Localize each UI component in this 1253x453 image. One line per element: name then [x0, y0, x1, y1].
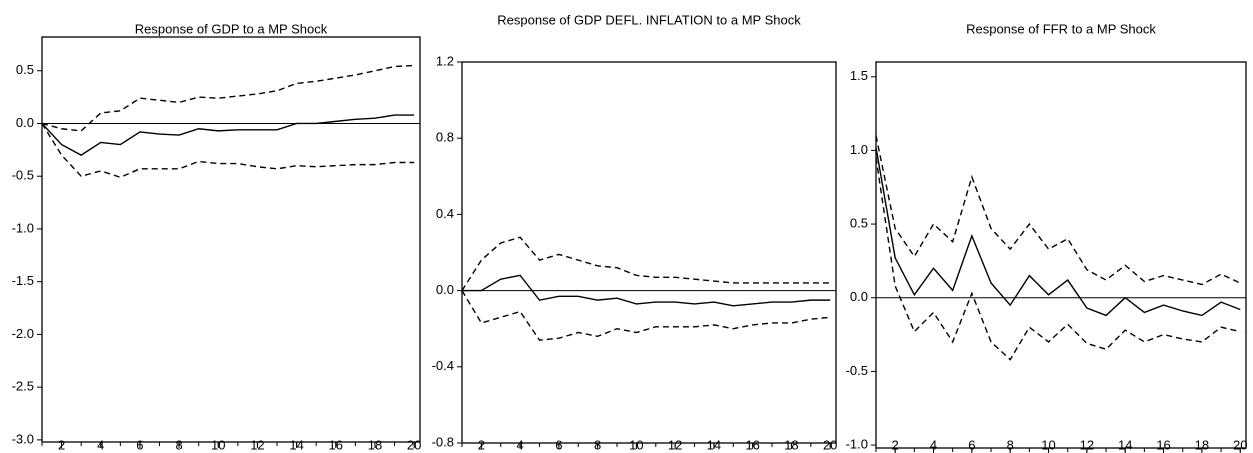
- x-tick-label: 2: [478, 437, 485, 452]
- y-tick-label: 0.0: [436, 282, 454, 297]
- x-tick-label: 8: [175, 437, 182, 452]
- x-tick-label: 2: [58, 437, 65, 452]
- x-tick-label: 10: [211, 437, 225, 452]
- x-tick-label: 16: [329, 437, 343, 452]
- y-tick-label: -1.0: [846, 436, 868, 451]
- x-tick-label: 12: [1080, 437, 1094, 452]
- y-tick-label: -2.5: [12, 379, 34, 394]
- band-line: [461, 290, 831, 341]
- y-tick-label: 0.0: [16, 115, 34, 130]
- y-tick-label: 1.5: [850, 68, 868, 83]
- x-tick-label: 14: [289, 437, 303, 452]
- x-tick-label: 16: [745, 437, 759, 452]
- x-tick-label: 6: [555, 437, 562, 452]
- x-tick-label: 18: [368, 437, 382, 452]
- y-tick-label: -0.4: [432, 358, 454, 373]
- x-tick-label: 8: [1007, 437, 1014, 452]
- y-tick-label: 0.8: [436, 130, 454, 145]
- x-tick-label: 4: [517, 437, 524, 452]
- x-tick-label: 6: [136, 437, 143, 452]
- x-tick-label: 16: [1156, 437, 1170, 452]
- x-tick-label: 20: [407, 437, 421, 452]
- y-tick-label: 1.2: [436, 53, 454, 68]
- x-tick-label: 20: [823, 437, 837, 452]
- response-line: [875, 147, 1241, 317]
- y-tick-label: 0.5: [16, 62, 34, 77]
- band-line: [875, 135, 1241, 286]
- chart-title: Response of FFR to a MP Shock: [966, 21, 1156, 36]
- y-tick-label: -0.5: [12, 168, 34, 183]
- chart-title: Response of GDP to a MP Shock: [135, 21, 328, 36]
- y-tick-label: -1.0: [12, 220, 34, 235]
- band-line: [41, 64, 415, 132]
- x-tick-label: 14: [707, 437, 721, 452]
- y-tick-label: -3.0: [12, 431, 34, 446]
- x-tick-label: 2: [892, 437, 899, 452]
- y-tick-label: -1.5: [12, 273, 34, 288]
- band-line: [41, 123, 415, 179]
- y-tick-label: -2.0: [12, 326, 34, 341]
- x-tick-label: 10: [629, 437, 643, 452]
- chart-title: Response of GDP DEFL. INFLATION to a MP …: [497, 12, 801, 27]
- x-tick-label: 20: [1233, 437, 1247, 452]
- plot-frame: [461, 61, 837, 444]
- y-tick-label: 0.4: [436, 206, 454, 221]
- x-tick-label: 6: [968, 437, 975, 452]
- y-tick-label: -0.8: [432, 434, 454, 449]
- y-tick-label: 0.5: [850, 215, 868, 230]
- band-line: [461, 236, 831, 291]
- band-line: [875, 157, 1241, 361]
- x-tick-label: 12: [250, 437, 264, 452]
- x-tick-label: 14: [1118, 437, 1132, 452]
- y-tick-label: 1.0: [850, 142, 868, 157]
- x-tick-label: 4: [97, 437, 104, 452]
- response-line: [41, 114, 415, 156]
- x-tick-label: 4: [930, 437, 937, 452]
- y-tick-label: 0.0: [850, 289, 868, 304]
- x-tick-label: 18: [1195, 437, 1209, 452]
- y-tick-label: -0.5: [846, 363, 868, 378]
- x-tick-label: 18: [784, 437, 798, 452]
- response-line: [462, 274, 831, 307]
- x-tick-label: 8: [594, 437, 601, 452]
- plot-frame: [875, 61, 1247, 449]
- x-tick-label: 12: [668, 437, 682, 452]
- x-tick-label: 10: [1041, 437, 1055, 452]
- plot-frame: [41, 36, 421, 443]
